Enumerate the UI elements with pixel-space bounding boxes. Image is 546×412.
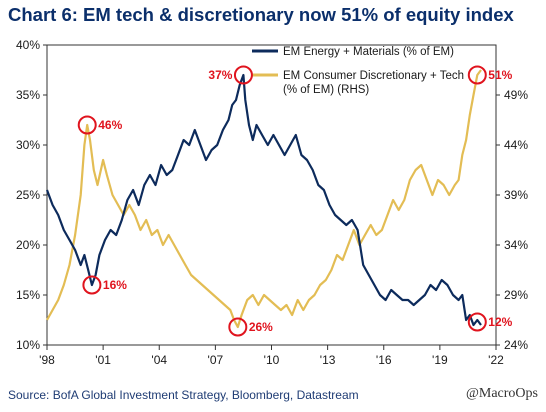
x-tick-label: '07 — [208, 353, 224, 367]
y-right-tick-label: 24% — [504, 338, 528, 352]
y-right-tick-label: 44% — [504, 138, 528, 152]
callout-label: 37% — [208, 68, 232, 82]
y-left-tick-label: 15% — [16, 288, 40, 302]
y-left-tick-label: 35% — [16, 88, 40, 102]
legend-label-consumer-tech: EM Consumer Discretionary + Tech (% of EM… — [283, 70, 464, 96]
x-tick-label: '01 — [95, 353, 111, 367]
y-right-tick-label: 39% — [504, 188, 528, 202]
callout-circle — [228, 317, 248, 337]
x-tick-label: '13 — [320, 353, 336, 367]
chart-title: Chart 6: EM tech & discretionary now 51%… — [8, 4, 514, 25]
callouts: 46% 16% 37% 26% 51% 12% — [77, 65, 513, 337]
callout-label: 46% — [98, 118, 122, 132]
x-tick-label: '19 — [432, 353, 448, 367]
watermark: @MacroOps — [466, 386, 538, 401]
callout-circle — [233, 65, 253, 85]
callout-label: 16% — [103, 278, 127, 292]
y-left-tick-label: 25% — [16, 188, 40, 202]
callout-label: 26% — [249, 320, 273, 334]
consumer-tech-line — [46, 69, 482, 329]
callout-circle — [467, 65, 487, 85]
x-tick-label: '04 — [151, 353, 167, 367]
series-lines — [45, 69, 482, 329]
y-right-tick-label: 34% — [504, 238, 528, 252]
x-tick-label: '98 — [39, 353, 55, 367]
x-tick-label: '22 — [488, 353, 504, 367]
callout-label: 12% — [488, 315, 512, 329]
callout-circle — [77, 115, 97, 135]
legend-label-energy: EM Energy + Materials (% of EM) — [283, 46, 454, 58]
callout-label: 51% — [488, 68, 512, 82]
axes: '98 '01 '04 '07 '10 '13 '16 '19 '22 10% 15% 20% 25% 3… — [16, 38, 528, 367]
x-tick-label: '10 — [264, 353, 280, 367]
source-note: Source: BofA Global Investment Strategy,… — [8, 388, 359, 402]
y-right-tick-label: 49% — [504, 88, 528, 102]
legend: EM Energy + Materials (% of EM) EM Consum… — [252, 46, 464, 96]
y-left-tick-label: 20% — [16, 238, 40, 252]
callout-circle — [467, 312, 487, 332]
x-tick-label: '16 — [376, 353, 392, 367]
y-left-tick-label: 40% — [16, 38, 40, 52]
y-left-tick-label: 10% — [16, 338, 40, 352]
plot-frame — [46, 44, 497, 346]
y-right-tick-label: 29% — [504, 288, 528, 302]
energy-materials-line — [45, 73, 482, 327]
y-left-tick-label: 30% — [16, 138, 40, 152]
callout-circle — [82, 275, 102, 295]
